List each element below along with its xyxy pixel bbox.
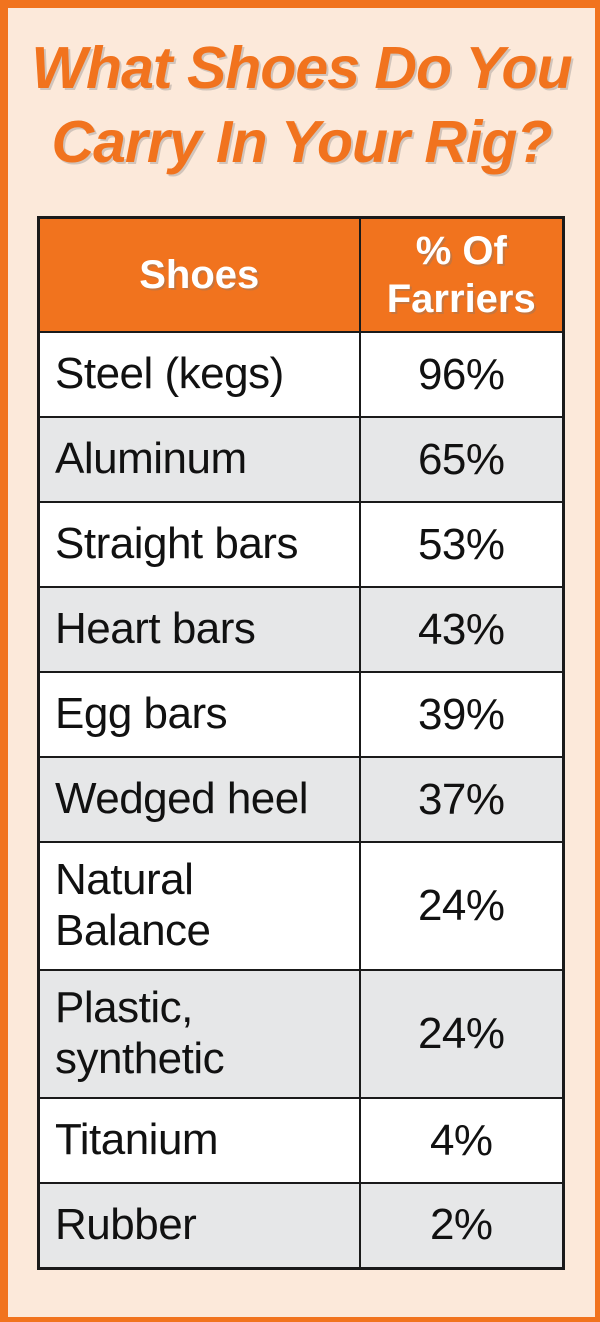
- shoe-name-cell: Natural Balance: [37, 841, 361, 971]
- percent-cell: 37%: [358, 756, 565, 843]
- table-row: Natural Balance 24%: [37, 841, 565, 971]
- table-row: Wedged heel 37%: [37, 756, 565, 843]
- table-header-row: Shoes % Of Farriers: [37, 216, 565, 333]
- table-row: Straight bars 53%: [37, 501, 565, 588]
- percent-cell: 96%: [358, 331, 565, 418]
- table-row: Heart bars 43%: [37, 586, 565, 673]
- percent-cell: 2%: [358, 1182, 565, 1269]
- shoe-name-cell: Egg bars: [37, 671, 361, 758]
- column-header-shoes: Shoes: [37, 216, 361, 333]
- table-row: Egg bars 39%: [37, 671, 565, 758]
- shoe-name-cell: Rubber: [37, 1182, 361, 1269]
- table-row: Aluminum 65%: [37, 416, 565, 503]
- percent-cell: 24%: [358, 841, 565, 971]
- percent-cell: 53%: [358, 501, 565, 588]
- percent-cell: 4%: [358, 1097, 565, 1184]
- shoe-name-cell: Steel (kegs): [37, 331, 361, 418]
- percent-cell: 65%: [358, 416, 565, 503]
- shoes-survey-table: Shoes % Of Farriers Steel (kegs) 96% Alu…: [37, 215, 565, 1270]
- table-row: Steel (kegs) 96%: [37, 331, 565, 418]
- column-header-farriers: % Of Farriers: [358, 216, 565, 333]
- shoe-name-cell: Wedged heel: [37, 756, 361, 843]
- shoe-name-cell: Aluminum: [37, 416, 361, 503]
- table-row: Plastic, synthetic 24%: [37, 969, 565, 1099]
- shoe-name-cell: Straight bars: [37, 501, 361, 588]
- percent-cell: 43%: [358, 586, 565, 673]
- table-row: Rubber 2%: [37, 1182, 565, 1269]
- shoe-name-cell: Titanium: [37, 1097, 361, 1184]
- percent-cell: 24%: [358, 969, 565, 1099]
- shoe-name-cell: Plastic, synthetic: [37, 969, 361, 1099]
- shoe-name-cell: Heart bars: [37, 586, 361, 673]
- percent-cell: 39%: [358, 671, 565, 758]
- table-row: Titanium 4%: [37, 1097, 565, 1184]
- page-title: What Shoes Do You Carry In Your Rig?: [31, 35, 572, 175]
